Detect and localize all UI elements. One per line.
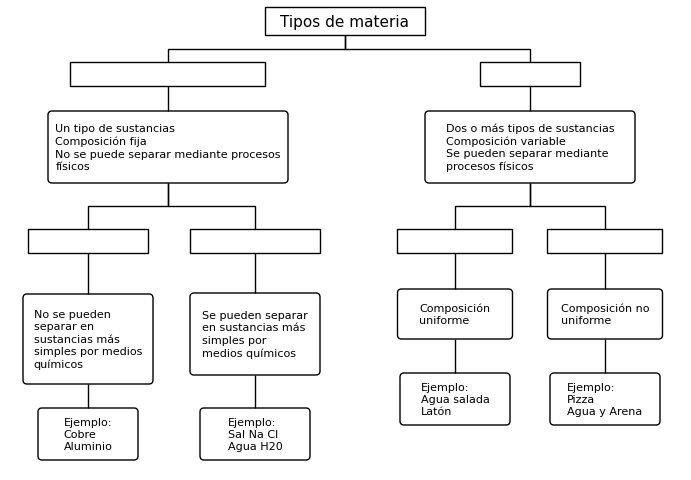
Text: Dos o más tipos de sustancias
Composición variable
Se pueden separar mediante
pr: Dos o más tipos de sustancias Composició…: [446, 123, 614, 172]
Bar: [28, 229, 148, 253]
FancyBboxPatch shape: [547, 289, 663, 339]
FancyBboxPatch shape: [48, 112, 288, 184]
FancyBboxPatch shape: [38, 408, 138, 460]
Text: Un tipo de sustancias
Composición fija
No se puede separar mediante procesos
fís: Un tipo de sustancias Composición fija N…: [55, 124, 281, 171]
Text: Se pueden separar
en sustancias más
simples por
medios químicos: Se pueden separar en sustancias más simp…: [202, 311, 308, 358]
Bar: [480, 63, 580, 87]
Text: Composición no
uniforme: Composición no uniforme: [561, 303, 650, 326]
FancyBboxPatch shape: [550, 373, 660, 425]
FancyBboxPatch shape: [190, 293, 320, 375]
FancyBboxPatch shape: [400, 373, 510, 425]
Bar: [397, 229, 513, 253]
Bar: [70, 63, 265, 87]
FancyBboxPatch shape: [425, 112, 635, 184]
Text: Ejemplo:
Cobre
Aluminio: Ejemplo: Cobre Aluminio: [64, 417, 113, 452]
Bar: [547, 229, 663, 253]
FancyBboxPatch shape: [23, 294, 153, 384]
Text: Tipos de materia: Tipos de materia: [281, 14, 410, 29]
FancyBboxPatch shape: [200, 408, 310, 460]
Text: No se pueden
separar en
sustancias más
simples por medios
químicos: No se pueden separar en sustancias más s…: [34, 309, 142, 369]
FancyBboxPatch shape: [397, 289, 513, 339]
Text: Composición
uniforme: Composición uniforme: [419, 303, 491, 326]
Bar: [190, 229, 320, 253]
Bar: [265, 8, 425, 36]
Text: Ejemplo:
Agua salada
Latón: Ejemplo: Agua salada Latón: [421, 382, 489, 417]
Text: Ejemplo:
Sal Na Cl
Agua H20: Ejemplo: Sal Na Cl Agua H20: [227, 417, 283, 452]
Text: Ejemplo:
Pizza
Agua y Arena: Ejemplo: Pizza Agua y Arena: [567, 382, 643, 417]
